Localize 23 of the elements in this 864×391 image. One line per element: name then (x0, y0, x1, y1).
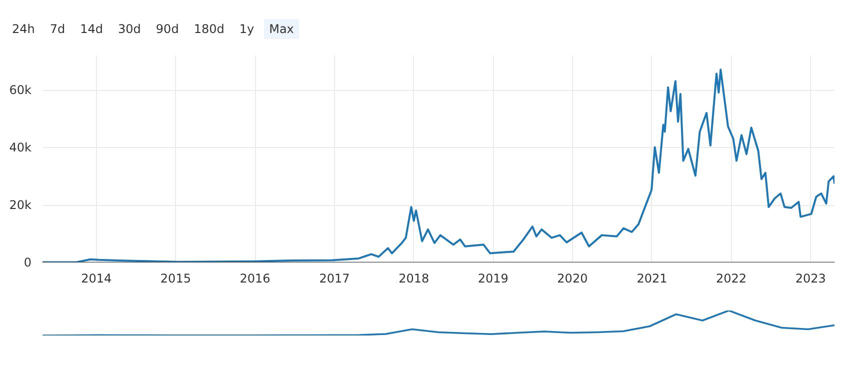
x-tick-label: 2019 (478, 272, 508, 286)
x-tick-label: 2023 (795, 272, 826, 286)
y-tick-label: 60k (9, 83, 32, 97)
x-tick-label: 2015 (160, 272, 191, 286)
y-tick-label: 0 (24, 256, 32, 270)
x-tick-label: 2018 (398, 272, 430, 286)
text: 24h (11, 21, 36, 38)
text: 1y (238, 21, 256, 38)
text: 90d (154, 21, 180, 38)
text: 7d (48, 21, 66, 38)
x-tick-label: 2021 (636, 272, 668, 286)
text: 180d (192, 21, 226, 38)
y-tick-label: 20k (9, 198, 32, 212)
line-series (42, 68, 834, 262)
y-tick-label: 40k (9, 140, 32, 154)
x-tick-label: 2016 (240, 272, 270, 286)
text: Max (264, 19, 299, 39)
text: 30d (117, 21, 142, 38)
x-tick-label: 2014 (81, 272, 112, 286)
x-tick-label: 2020 (557, 272, 588, 286)
text: 14d (79, 21, 104, 38)
x-tick-label: 2022 (716, 272, 747, 286)
x-tick-label: 2017 (319, 272, 350, 286)
